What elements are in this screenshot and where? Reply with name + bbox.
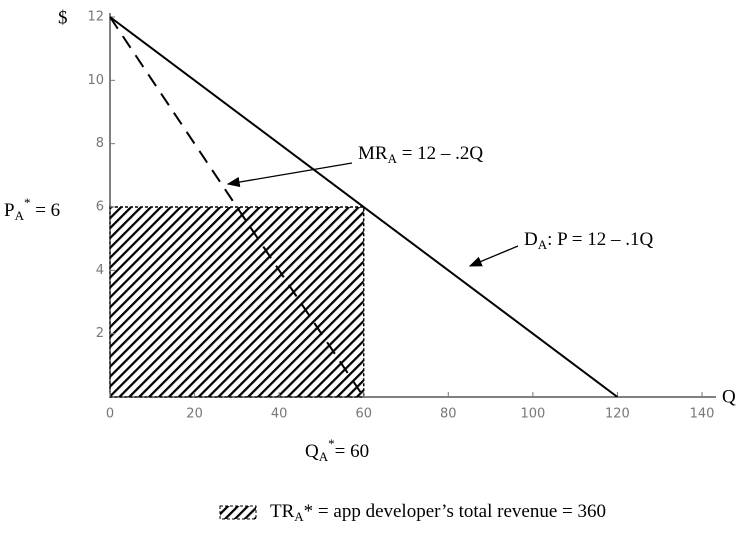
x-tick-label: 20 xyxy=(186,407,203,422)
y-tick-label: 2 xyxy=(96,326,104,341)
price-text: P xyxy=(4,200,15,221)
plot-area: 0 20 40 60 80 100 120 140 2 4 6 8 10 12 xyxy=(87,10,716,422)
x-tick-label: 60 xyxy=(355,407,372,422)
y-tick-label: 10 xyxy=(87,73,104,88)
y-axis-label: $ xyxy=(58,7,68,28)
price-sup: * xyxy=(24,195,31,210)
mr-label: MRA = 12 – .2Q xyxy=(358,143,483,166)
legend-swatch xyxy=(219,505,257,520)
revenue-region xyxy=(109,206,365,398)
legend-rest: * = app developer’s total revenue = 360 xyxy=(304,501,606,522)
mr-sub: A xyxy=(388,151,398,166)
mr-rest: = 12 – .2Q xyxy=(397,143,483,164)
price-label: PA* = 6 xyxy=(4,195,60,223)
mr-arrow xyxy=(226,162,353,188)
legend-label: TRA* = app developer’s total revenue = 3… xyxy=(270,501,606,524)
demand-sub: A xyxy=(538,237,548,252)
legend-sub: A xyxy=(294,509,304,524)
price-rest: = 6 xyxy=(30,200,60,221)
y-tick-label: 12 xyxy=(87,10,104,25)
legend-text: TR xyxy=(270,501,295,522)
x-axis-label: Q xyxy=(722,386,736,407)
quantity-sub: A xyxy=(319,449,329,464)
y-tick-label: 4 xyxy=(96,263,104,278)
demand-text: D xyxy=(524,229,538,250)
x-tick-label: 120 xyxy=(605,407,630,422)
price-sub: A xyxy=(15,208,25,223)
demand-rest: : P = 12 – .1Q xyxy=(547,229,653,250)
quantity-sup: * xyxy=(328,436,335,451)
demand-arrow xyxy=(468,245,519,267)
quantity-text: Q xyxy=(305,441,319,462)
y-tick-label: 6 xyxy=(96,200,104,215)
quantity-label: QA*= 60 xyxy=(305,436,369,464)
x-tick-label: 140 xyxy=(690,407,715,422)
series-line xyxy=(109,16,619,398)
x-tick-label: 100 xyxy=(520,407,545,422)
series-line xyxy=(109,16,365,398)
x-tick-label: 80 xyxy=(440,407,457,422)
x-tick-label: 0 xyxy=(106,407,114,422)
mr-text: MR xyxy=(358,143,388,164)
quantity-rest: = 60 xyxy=(335,441,369,462)
demand-label: DA: P = 12 – .1Q xyxy=(524,229,653,252)
x-tick-label: 40 xyxy=(271,407,288,422)
y-tick-label: 8 xyxy=(96,136,104,151)
